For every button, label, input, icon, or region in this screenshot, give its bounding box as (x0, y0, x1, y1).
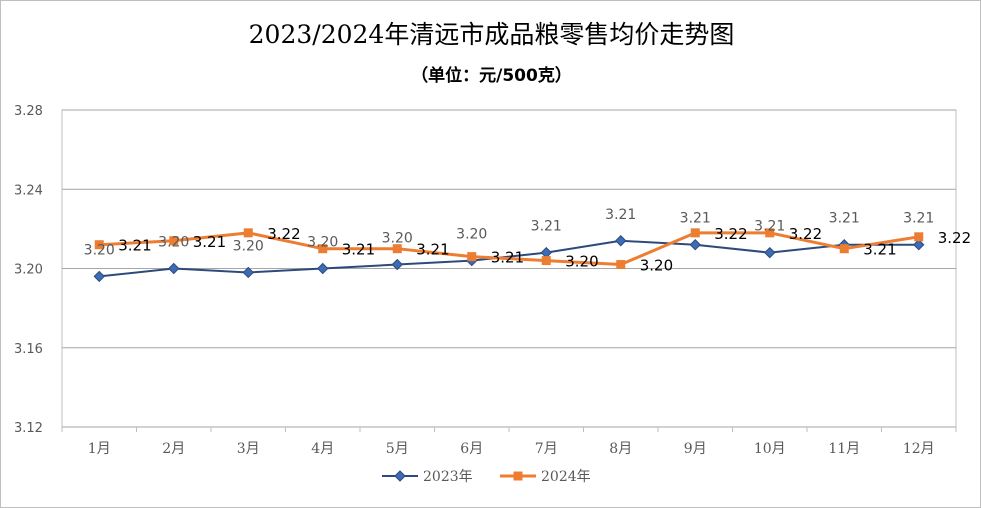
data-label-2023: 3.20 (382, 231, 413, 247)
data-label-2024: 3.21 (342, 241, 375, 259)
data-point-2024 (169, 236, 179, 246)
y-tick-label: 3.12 (14, 421, 43, 436)
data-label-2024: 3.21 (863, 241, 896, 259)
data-label-2023: 3.21 (680, 211, 711, 227)
data-label-2023: 3.20 (307, 235, 338, 251)
x-tick-label: 3月 (237, 441, 260, 457)
data-label-2023: 3.21 (754, 219, 785, 235)
y-tick-label: 3.24 (14, 183, 43, 198)
legend-label-2023: 2023年 (423, 469, 473, 485)
x-tick-label: 5月 (386, 441, 409, 457)
data-label-2023: 3.20 (158, 235, 189, 251)
series-line-2023年 (99, 239, 919, 278)
y-tick-label: 3.28 (14, 104, 43, 119)
x-tick-label: 4月 (311, 441, 334, 457)
data-point-2023 (242, 266, 254, 279)
data-label-2024: 3.22 (714, 225, 747, 243)
series-line-2024年 (99, 231, 919, 267)
legend-marker-2023 (394, 470, 406, 482)
y-tick-label: 3.16 (14, 342, 43, 357)
data-label-2023: 3.21 (605, 207, 636, 223)
data-label-2024: 3.21 (491, 249, 524, 267)
x-tick-label: 6月 (460, 441, 483, 457)
x-tick-label: 11月 (828, 441, 860, 457)
data-point-2023 (168, 262, 180, 275)
data-point-2024 (914, 232, 924, 242)
chart-title: 2023/2024年清远市成品粮零售均价走势图 (248, 20, 735, 49)
data-label-2023: 3.21 (903, 211, 934, 227)
data-label-2023: 3.20 (84, 242, 115, 258)
data-label-2024: 3.22 (938, 229, 971, 247)
data-label-2024: 3.20 (565, 253, 598, 271)
legend-marker-2024 (513, 471, 523, 481)
data-point-2024 (541, 256, 551, 266)
data-point-2023 (764, 246, 776, 259)
data-point-2024 (616, 260, 626, 270)
x-tick-label: 2月 (162, 441, 185, 457)
chart-subtitle: （单位：元/500克） (411, 66, 572, 86)
x-tick-label: 10月 (754, 441, 786, 457)
data-label-2024: 3.21 (118, 237, 151, 255)
data-label-2024: 3.22 (789, 225, 822, 243)
x-tick-label: 1月 (88, 441, 111, 457)
data-point-2023 (93, 270, 105, 283)
y-tick-label: 3.20 (14, 263, 43, 278)
data-label-2023: 3.21 (531, 219, 562, 235)
data-point-2024 (765, 228, 775, 238)
data-label-2024: 3.21 (416, 241, 449, 259)
data-point-2024 (690, 228, 700, 238)
data-point-2024 (94, 240, 104, 250)
data-label-2024: 3.21 (193, 233, 226, 251)
data-label-2024: 3.22 (267, 225, 300, 243)
data-label-2023: 3.20 (233, 238, 264, 254)
x-tick-label: 12月 (903, 441, 935, 457)
data-point-2024 (243, 228, 253, 238)
data-point-2024 (839, 244, 849, 254)
x-tick-label: 9月 (684, 441, 707, 457)
data-point-2023 (391, 258, 403, 271)
data-label-2024: 3.20 (640, 257, 673, 275)
data-point-2024 (392, 244, 402, 254)
data-point-2023 (317, 262, 329, 275)
data-point-2024 (467, 252, 477, 262)
x-tick-label: 7月 (535, 441, 558, 457)
data-point-2023 (689, 239, 701, 251)
data-point-2024 (318, 244, 328, 254)
data-point-2023 (615, 235, 627, 247)
legend-label-2024: 2024年 (541, 469, 591, 485)
data-label-2023: 3.20 (456, 227, 487, 243)
data-label-2023: 3.21 (829, 211, 860, 227)
x-tick-label: 8月 (609, 441, 632, 457)
data-point-2023 (913, 239, 925, 251)
